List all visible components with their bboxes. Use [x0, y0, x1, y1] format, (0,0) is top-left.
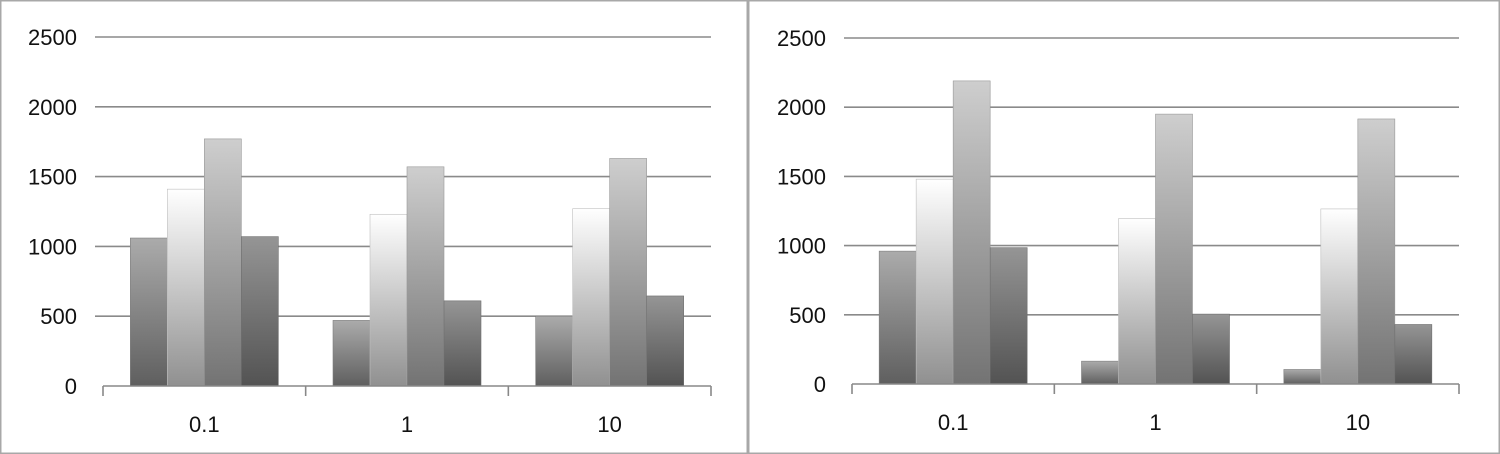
- bar: [369, 213, 408, 387]
- bar: [406, 166, 445, 387]
- bar: [1357, 118, 1396, 385]
- bar: [646, 295, 684, 387]
- chart-right: 0 500 1000 1500 2000 2500 0.1 1 10: [748, 0, 1500, 454]
- bar: [535, 315, 573, 387]
- bar: [1155, 113, 1193, 385]
- bar: [915, 178, 954, 385]
- y-tick-label: 500: [40, 304, 77, 329]
- bar: [1283, 369, 1322, 385]
- bar: [1320, 208, 1359, 385]
- chart-left: 0 500 1000 1500 2000 2500 0.1 1 10: [0, 0, 748, 454]
- bar: [332, 320, 371, 387]
- x-tick-label: 10: [1346, 410, 1370, 435]
- bar: [167, 188, 205, 387]
- bar: [878, 250, 917, 385]
- bar: [1118, 218, 1156, 385]
- bar: [130, 237, 168, 387]
- y-tick-label: 0: [814, 372, 826, 397]
- y-tick-label: 2500: [28, 25, 77, 50]
- y-tick-label: 500: [789, 303, 826, 328]
- panel-frame: [748, 0, 1500, 454]
- x-tick-label: 10: [597, 412, 621, 437]
- y-tick-label: 0: [65, 374, 77, 399]
- y-tick-label: 2000: [777, 95, 826, 120]
- bar: [204, 138, 242, 387]
- bar: [443, 300, 482, 387]
- x-tick-label: 1: [1149, 410, 1161, 435]
- bar: [1394, 324, 1433, 385]
- bar: [1081, 360, 1119, 385]
- x-tick-label: 0.1: [189, 412, 220, 437]
- y-tick-label: 1500: [777, 164, 826, 189]
- bar: [609, 158, 647, 387]
- x-tick-label: 0.1: [938, 410, 969, 435]
- panel-frame: [0, 0, 748, 454]
- bar: [241, 236, 279, 387]
- bar: [989, 247, 1028, 385]
- y-tick-label: 2000: [28, 95, 77, 120]
- x-tick-label: 1: [401, 412, 413, 437]
- bar: [572, 208, 610, 387]
- bar: [1192, 313, 1230, 385]
- y-tick-label: 2500: [777, 26, 826, 51]
- y-tick-label: 1500: [28, 165, 77, 190]
- y-tick-label: 1000: [28, 234, 77, 259]
- y-tick-label: 1000: [777, 234, 826, 259]
- bar: [952, 80, 991, 385]
